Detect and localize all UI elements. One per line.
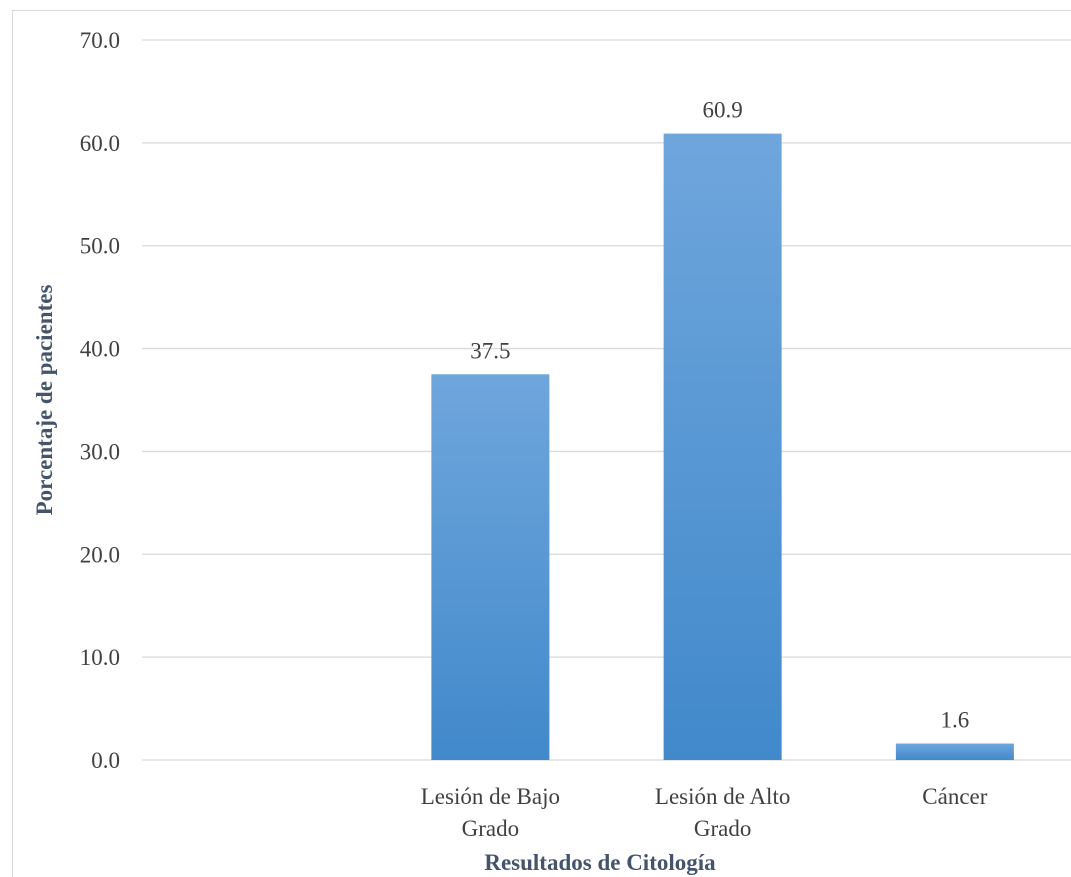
y-tick-label: 40.0 (80, 337, 120, 362)
x-tick-label: Grado (694, 816, 751, 841)
x-axis-title: Resultados de Citología (484, 850, 716, 875)
data-label: 37.5 (470, 338, 510, 363)
y-tick-label: 50.0 (80, 234, 120, 259)
y-tick-label: 70.0 (80, 28, 120, 53)
bars (431, 133, 1014, 761)
bar (663, 133, 782, 761)
y-tick-label: 10.0 (80, 645, 120, 670)
bar (895, 743, 1014, 760)
data-label: 1.6 (941, 708, 970, 733)
y-tick-label: 20.0 (80, 542, 120, 567)
bar (431, 374, 550, 760)
data-label: 60.9 (703, 98, 743, 123)
x-axis-tick-labels: Lesión de Bajo Grado Lesión de Alto Grado Cá… (421, 784, 988, 841)
x-tick-label: Cáncer (922, 784, 987, 809)
gridlines (142, 39, 1071, 761)
y-tick-label: 0.0 (91, 748, 120, 773)
data-labels: 37.5 60.9 1.6 (470, 98, 969, 733)
y-axis-title: Porcentaje de pacientes (32, 285, 57, 516)
y-tick-label: 30.0 (80, 439, 120, 464)
y-tick-label: 60.0 (80, 131, 120, 156)
x-tick-label: Lesión de Alto (655, 784, 790, 809)
chart-frame (12, 10, 1071, 877)
x-tick-label: Grado (462, 816, 519, 841)
x-tick-label: Lesión de Bajo (421, 784, 560, 809)
y-axis-tick-labels: 0.0 10.0 20.0 30.0 40.0 50.0 60.0 70.0 (80, 28, 120, 773)
